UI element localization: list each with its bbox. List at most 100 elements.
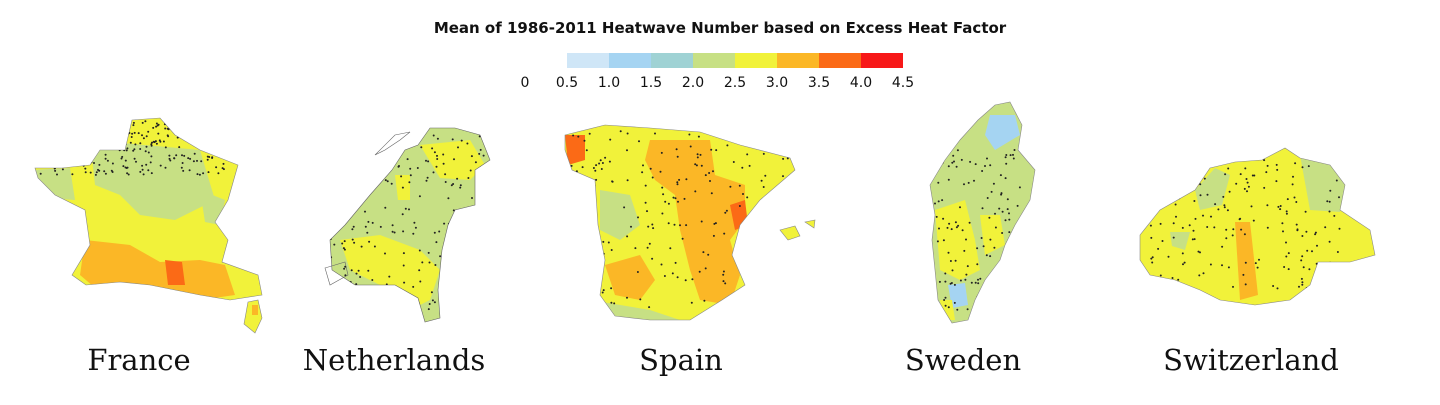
legend-swatch-0 bbox=[567, 53, 609, 68]
station-dot bbox=[479, 148, 482, 151]
station-dot bbox=[985, 305, 988, 308]
legend-tick: 4.0 bbox=[849, 75, 873, 91]
station-dot bbox=[141, 134, 143, 137]
station-dot bbox=[987, 317, 990, 320]
station-dot bbox=[470, 155, 473, 158]
station-dot bbox=[985, 308, 987, 311]
station-dot bbox=[173, 157, 176, 160]
station-dot bbox=[442, 301, 445, 304]
station-dot bbox=[626, 235, 629, 238]
station-dot bbox=[71, 162, 74, 165]
station-dot bbox=[748, 164, 751, 167]
station-dot bbox=[152, 126, 155, 129]
station-dot bbox=[990, 283, 993, 286]
station-dot bbox=[465, 243, 468, 246]
station-dot bbox=[712, 234, 715, 237]
station-dot bbox=[709, 180, 711, 182]
station-dot bbox=[61, 143, 64, 146]
station-dot bbox=[1321, 288, 1324, 290]
zeeland-islands bbox=[324, 261, 349, 286]
station-dot bbox=[773, 200, 776, 202]
station-dot bbox=[1174, 197, 1177, 200]
station-dot bbox=[200, 160, 203, 163]
station-dot bbox=[433, 301, 436, 304]
region-fill bbox=[645, 140, 745, 305]
station-dot bbox=[469, 278, 472, 281]
station-dot bbox=[98, 120, 101, 123]
station-dot bbox=[49, 133, 52, 136]
station-dot bbox=[478, 152, 481, 155]
station-dot bbox=[448, 253, 451, 255]
station-dot bbox=[998, 207, 1001, 210]
station-dot bbox=[333, 172, 336, 175]
station-dot bbox=[104, 131, 107, 134]
station-dot bbox=[1198, 274, 1201, 277]
station-dot bbox=[479, 185, 482, 188]
station-dot bbox=[961, 229, 964, 232]
station-dot bbox=[1275, 163, 1278, 166]
station-dot bbox=[707, 253, 710, 256]
station-dot bbox=[360, 245, 363, 248]
station-dot bbox=[774, 129, 777, 132]
station-dot bbox=[441, 261, 444, 263]
map-spain bbox=[564, 124, 816, 321]
station-dot bbox=[708, 172, 711, 174]
station-dot bbox=[401, 186, 404, 189]
station-dot bbox=[345, 162, 348, 165]
station-dot bbox=[989, 255, 992, 258]
station-dot bbox=[82, 128, 85, 131]
station-dot bbox=[371, 301, 374, 304]
station-dot bbox=[473, 271, 476, 274]
station-dot bbox=[383, 137, 385, 140]
station-dot bbox=[662, 193, 665, 196]
station-dot bbox=[122, 146, 125, 149]
station-dot bbox=[787, 302, 790, 305]
station-dot bbox=[64, 158, 67, 160]
station-dot bbox=[175, 154, 178, 157]
station-dot bbox=[667, 202, 670, 205]
station-dot bbox=[1301, 255, 1304, 258]
station-dot bbox=[1002, 269, 1005, 272]
station-dot bbox=[180, 126, 183, 129]
station-dot bbox=[697, 135, 700, 138]
station-dot bbox=[365, 178, 368, 181]
station-dot bbox=[431, 147, 434, 150]
legend-tick: 1.0 bbox=[597, 75, 621, 91]
station-dot bbox=[448, 273, 451, 276]
station-dot bbox=[1004, 254, 1007, 257]
station-dot bbox=[583, 241, 586, 244]
station-dot bbox=[480, 200, 483, 203]
station-dot bbox=[403, 281, 406, 284]
station-dot bbox=[1314, 233, 1317, 236]
station-dot bbox=[448, 266, 451, 269]
station-dot bbox=[373, 245, 376, 248]
station-dot bbox=[374, 171, 377, 173]
station-dot bbox=[1256, 266, 1259, 269]
station-dot bbox=[953, 301, 956, 304]
station-dot bbox=[152, 140, 155, 143]
station-dot bbox=[345, 145, 348, 148]
station-dot bbox=[362, 160, 365, 163]
station-dot bbox=[704, 267, 707, 270]
station-dot bbox=[1227, 167, 1230, 170]
station-dot bbox=[342, 247, 345, 250]
station-dot bbox=[1227, 266, 1230, 269]
station-dot bbox=[476, 270, 479, 273]
station-dot bbox=[452, 209, 455, 212]
station-dot bbox=[1300, 259, 1303, 262]
station-dot bbox=[742, 301, 745, 304]
station-dot bbox=[471, 197, 473, 199]
station-dot bbox=[426, 176, 429, 179]
station-dot bbox=[421, 261, 424, 264]
station-dot bbox=[946, 226, 949, 229]
legend-tick: 2.5 bbox=[723, 75, 747, 91]
station-dot bbox=[332, 287, 335, 290]
station-dot bbox=[1206, 226, 1209, 228]
legend-tick: 1.5 bbox=[639, 75, 663, 91]
station-dot bbox=[988, 216, 991, 219]
station-dot bbox=[596, 299, 599, 302]
region-fill bbox=[935, 200, 980, 280]
station-dot bbox=[592, 167, 595, 169]
station-dot bbox=[351, 238, 354, 241]
station-dot bbox=[937, 200, 940, 203]
